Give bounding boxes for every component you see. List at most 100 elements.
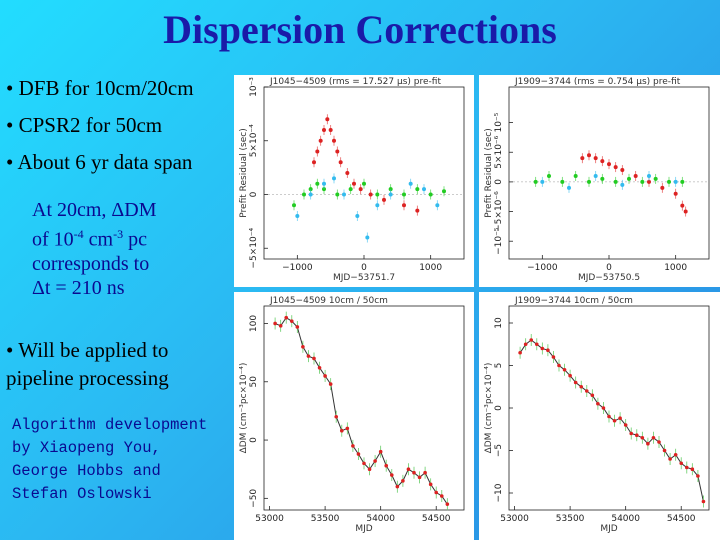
data-point <box>402 203 406 208</box>
data-point <box>657 440 661 444</box>
data-point <box>640 179 645 184</box>
data-point <box>673 452 678 457</box>
data-point <box>518 350 522 355</box>
data-point <box>640 435 645 440</box>
data-point <box>442 189 446 194</box>
data-point <box>368 192 373 197</box>
data-point <box>546 348 550 352</box>
residuals-chart-j1909: −1000 0 1000 −10⁻⁵−5×10⁻⁶ 0 5×10⁻⁶ 10⁻⁵ J1909−3… <box>484 77 710 283</box>
bullet-dfb: • DFB for 10cm/20cm <box>6 76 194 100</box>
data-point <box>613 179 618 184</box>
data-point <box>332 176 336 181</box>
data-point <box>315 149 320 154</box>
data-point <box>351 444 355 448</box>
panel-j1045-dm: 53000 53500 54000 54500 −50 0 50 100 J1045−4509 … <box>234 292 474 540</box>
data-point <box>362 461 366 466</box>
data-point <box>332 138 336 143</box>
panel-j1909-dm: 53000 53500 54000 54500 −10 −5 0 5 10 J1909−3744 … <box>479 292 720 540</box>
data-point <box>587 153 591 158</box>
data-point <box>673 191 678 196</box>
credits: Algorithm development by Xiaopeng You, G… <box>12 414 222 506</box>
chart-title: J1045−4509 10cm / 50cm <box>269 296 388 306</box>
data-point <box>334 414 339 419</box>
data-point <box>367 467 372 471</box>
data-point <box>627 176 631 181</box>
data-point <box>338 160 343 165</box>
data-point <box>647 179 651 184</box>
data-point <box>696 474 700 478</box>
plot-frame <box>263 305 465 511</box>
y-tick-label: 5×10⁻⁴ <box>249 124 259 157</box>
chart-title: J1045−4509 (rms = 17.527 µs) pre-fit <box>269 77 441 87</box>
data-point <box>560 179 565 184</box>
y-tick-label: −10⁻⁵ <box>494 227 504 255</box>
data-point <box>284 315 289 320</box>
data-point <box>365 235 370 240</box>
data-point <box>384 463 389 468</box>
data-point <box>596 401 600 406</box>
x-tick-label: 0 <box>361 263 367 273</box>
data-point <box>653 176 658 181</box>
dm-note: At 20cm, ΔDM of 10-4 cm-3 pc corresponds… <box>32 198 157 300</box>
dm-series-line <box>274 317 448 505</box>
data-point <box>607 162 611 167</box>
data-point <box>342 192 346 197</box>
data-point <box>328 128 333 132</box>
data-point <box>358 187 363 192</box>
y-axis-label: Prefit Residual (sec) <box>239 128 249 217</box>
note-line: Δt = 210 ns <box>32 276 125 299</box>
bullet-pipeline-1: • Will be applied to <box>6 338 169 362</box>
data-point <box>618 416 622 420</box>
data-point <box>600 159 605 164</box>
data-point <box>295 325 300 329</box>
data-point <box>547 173 551 178</box>
data-point <box>428 192 433 197</box>
data-point <box>584 389 589 393</box>
data-point <box>534 342 539 347</box>
x-tick-label: 53500 <box>556 514 585 524</box>
data-point <box>593 156 598 161</box>
data-point <box>315 181 320 186</box>
data-point <box>306 354 311 358</box>
data-point <box>348 187 353 192</box>
data-point <box>312 356 316 361</box>
y-tick-label: 0 <box>494 179 504 185</box>
plot-frame <box>508 305 710 511</box>
x-tick-label: −1000 <box>282 263 313 273</box>
data-point <box>308 187 313 192</box>
data-point <box>388 192 393 197</box>
x-tick-label: 54000 <box>366 514 395 524</box>
data-point <box>551 355 556 359</box>
data-point <box>668 457 672 461</box>
data-point <box>356 452 361 456</box>
data-point <box>308 192 313 197</box>
credit-line: George Hobbs and <box>12 462 161 480</box>
note-line: At 20cm, ΔDM <box>32 199 157 221</box>
data-point <box>590 393 595 398</box>
data-point <box>684 465 689 470</box>
bullet-pipeline-2: pipeline processing <box>6 366 169 390</box>
data-point <box>415 187 420 192</box>
data-point <box>401 479 405 483</box>
data-point <box>701 499 706 504</box>
y-tick-label: 10⁻³ <box>249 77 259 97</box>
x-axis-label: MJD <box>600 524 617 534</box>
data-point <box>579 384 584 389</box>
y-tick-label: 0 <box>249 191 259 197</box>
note-dm-line: of 10-4 cm-3 pc <box>32 222 157 252</box>
data-point <box>587 179 591 184</box>
data-point <box>312 160 316 165</box>
data-point <box>680 203 685 208</box>
data-point <box>607 414 611 419</box>
bullet-span: • About 6 yr data span <box>6 150 193 174</box>
chart-title: J1909−3744 (rms = 0.754 µs) pre-fit <box>514 77 681 87</box>
data-point <box>683 209 688 214</box>
data-point <box>634 433 639 437</box>
note-line: corresponds to <box>32 252 150 275</box>
residuals-chart-j1045: −1000 0 1000 −5×10⁻⁴ 0 5×10⁻⁴ 10⁻³ J1045−4509 (… <box>239 77 465 283</box>
data-point <box>339 428 344 433</box>
data-point <box>593 173 598 178</box>
data-point <box>402 192 406 197</box>
data-point <box>295 214 300 218</box>
data-point <box>345 426 350 431</box>
